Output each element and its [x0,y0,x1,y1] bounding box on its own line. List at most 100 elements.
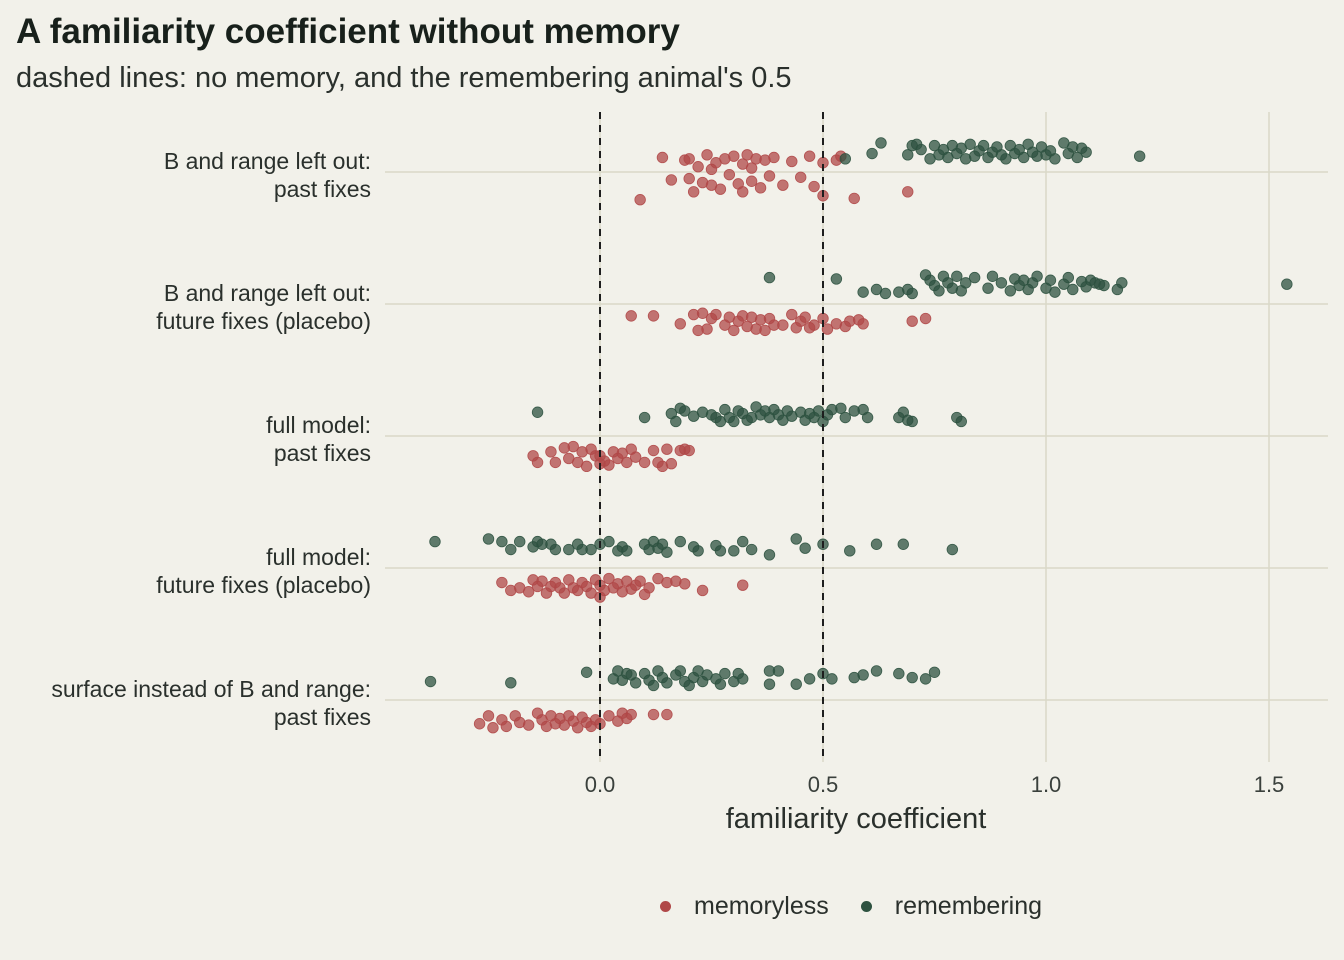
data-point-remembering [772,665,785,677]
data-point-remembering [505,677,517,689]
data-point-memoryless [737,186,749,198]
data-point-remembering [496,535,508,548]
data-point-memoryless [919,312,932,325]
data-point-memoryless [754,182,767,194]
data-point-memoryless [482,710,495,722]
data-point-remembering [839,411,852,424]
data-point-memoryless [737,579,749,591]
data-point-memoryless [808,180,820,193]
data-point-remembering [1049,286,1061,298]
data-point-remembering [1067,283,1079,296]
data-point-remembering [803,673,816,685]
data-point-remembering [861,411,874,424]
data-point-memoryless [728,150,740,162]
data-point-memoryless [723,168,736,181]
data-point-remembering [1116,277,1128,289]
data-point-remembering [826,673,838,685]
data-point-remembering [647,679,660,692]
data-point-memoryless [902,186,914,198]
data-point-memoryless [803,150,816,162]
data-point-memoryless [625,310,637,322]
data-point-remembering [857,669,869,681]
data-point-memoryless [638,456,651,469]
data-point-memoryless [768,151,780,164]
data-point-memoryless [647,310,660,322]
data-point-memoryless [696,307,709,319]
data-point-remembering [1098,279,1110,292]
x-tick-label: 0.5 [808,772,839,797]
data-point-memoryless [558,587,571,599]
data-point-remembering [737,673,749,685]
y-category-label: B and range left out: past fixes [164,148,371,202]
data-point-remembering [629,677,642,689]
data-point-memoryless [545,446,557,458]
legend-item-memoryless: memoryless [652,892,829,921]
y-category-label: full model: future fixes (placebo) [156,544,371,598]
data-point-remembering [1031,270,1043,282]
data-point-remembering [674,665,686,677]
legend-swatch-remembering [860,901,872,912]
data-point-memoryless [603,572,615,585]
chart-subtitle: dashed lines: no memory, and the remembe… [16,62,792,94]
data-point-memoryless [728,324,740,337]
data-point-memoryless [696,584,709,597]
data-point-remembering [951,270,963,282]
data-point-memoryless [857,318,869,330]
data-point-remembering [763,678,776,690]
data-point-memoryless [683,444,695,457]
data-point-memoryless [487,722,499,734]
data-point-remembering [482,533,495,545]
data-point-memoryless [572,722,584,734]
data-point-remembering [728,545,740,557]
data-point-memoryless [549,456,562,469]
legend: memoryless remembering [652,892,1066,921]
data-point-remembering [719,667,731,680]
data-point-memoryless [643,582,655,594]
data-point-memoryless [777,179,789,191]
data-point-remembering [835,402,847,414]
data-point-memoryless [634,575,646,587]
data-point-remembering [745,543,758,556]
data-point-remembering [692,545,704,557]
data-point-memoryless [665,458,678,470]
data-point-remembering [661,677,673,689]
data-point-memoryless [683,153,695,165]
data-point-remembering [906,415,918,428]
data-point-remembering [839,153,852,165]
data-point-remembering [955,415,967,428]
data-point-memoryless [496,576,508,589]
data-point-remembering [879,287,892,300]
data-point-memoryless [763,170,776,182]
data-point-memoryless [661,708,673,721]
data-point-remembering [1044,274,1057,286]
data-point-remembering [902,149,914,161]
data-point-remembering [638,411,651,424]
data-point-memoryless [701,149,713,161]
data-point-remembering [661,546,673,558]
data-point-memoryless [795,171,807,183]
data-point-remembering [563,543,575,556]
y-category-label: B and range left out: future fixes (place… [156,280,371,334]
data-point-memoryless [625,708,637,721]
data-point-memoryless [661,443,673,455]
data-point-remembering [1133,150,1146,162]
data-point-remembering [960,277,972,289]
data-point-memoryless [759,324,771,337]
data-point-remembering [790,678,802,690]
data-point-remembering [870,538,883,550]
x-tick-label: 1.0 [1031,772,1062,797]
data-point-remembering [585,543,597,556]
data-point-memoryless [674,318,686,330]
data-point-remembering [714,545,727,557]
legend-swatch-memoryless [660,901,671,912]
data-point-memoryless [683,172,695,185]
data-point-memoryless [786,308,798,321]
data-point-remembering [995,277,1008,289]
data-point-memoryless [808,319,820,331]
data-point-remembering [897,538,909,550]
data-point-remembering [875,137,887,149]
data-point-remembering [906,671,918,684]
data-point-remembering [1281,278,1293,290]
data-point-memoryless [665,174,678,186]
data-point-memoryless [647,444,660,457]
